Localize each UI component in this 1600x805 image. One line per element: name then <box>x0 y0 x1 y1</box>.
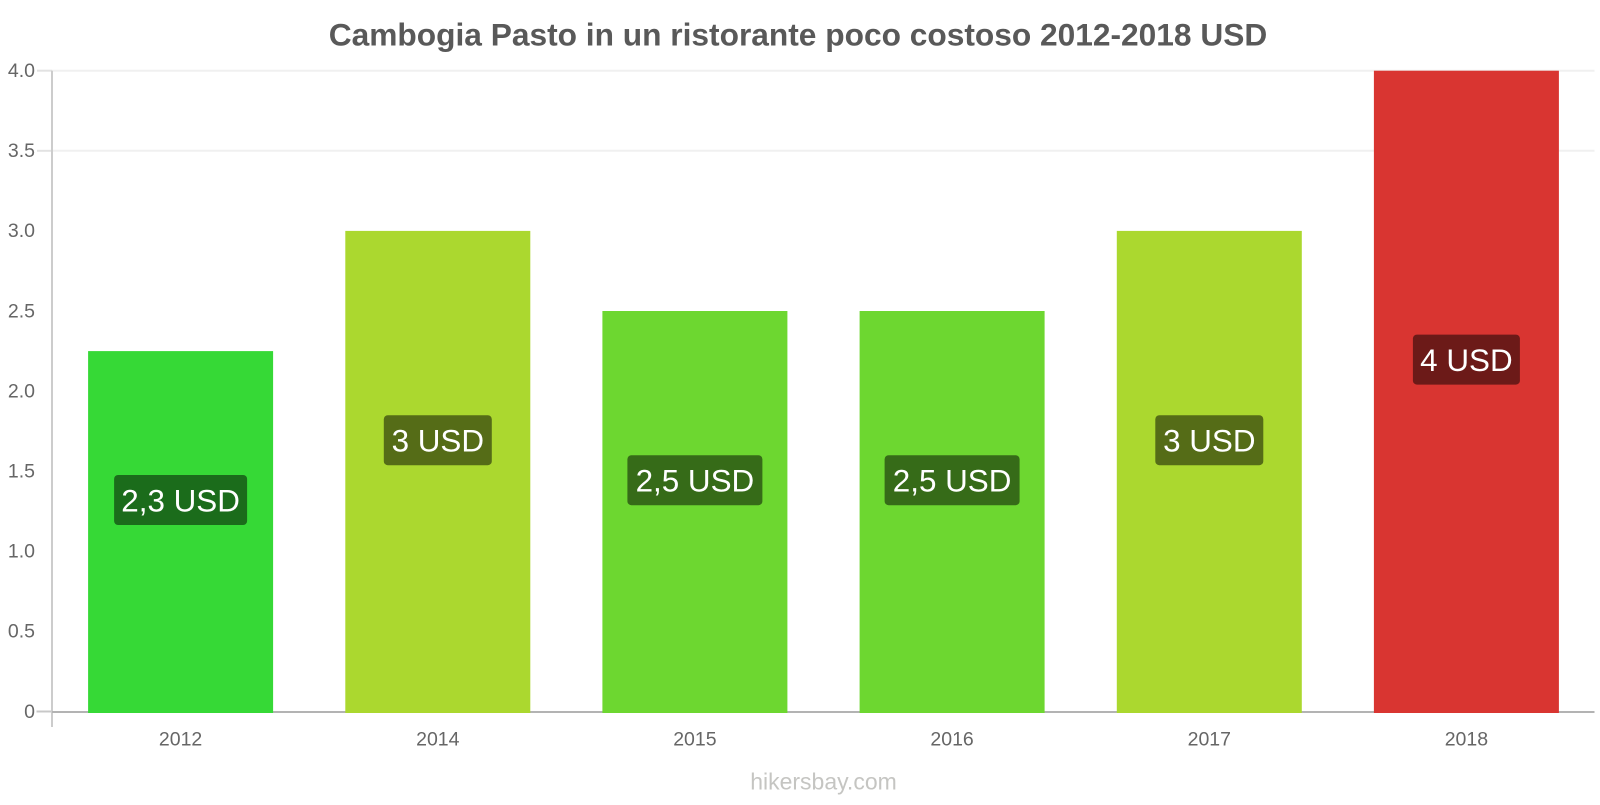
svg-text:2.5: 2.5 <box>8 300 35 322</box>
svg-text:4 USD: 4 USD <box>1420 343 1512 378</box>
svg-text:2,5 USD: 2,5 USD <box>893 464 1012 499</box>
svg-text:3 USD: 3 USD <box>1163 424 1255 459</box>
svg-text:3.5: 3.5 <box>8 140 35 162</box>
svg-text:2015: 2015 <box>673 729 717 751</box>
svg-text:2,5 USD: 2,5 USD <box>636 464 755 499</box>
svg-text:0: 0 <box>24 701 35 723</box>
svg-text:hikersbay.com: hikersbay.com <box>750 769 897 795</box>
svg-text:2012: 2012 <box>159 729 202 751</box>
svg-text:1.5: 1.5 <box>8 461 35 483</box>
svg-text:0.5: 0.5 <box>8 621 35 643</box>
svg-text:2017: 2017 <box>1188 729 1231 751</box>
svg-text:Cambogia Pasto in un ristorant: Cambogia Pasto in un ristorante poco cos… <box>329 16 1268 52</box>
svg-text:2.0: 2.0 <box>8 380 35 402</box>
svg-text:2014: 2014 <box>416 729 460 751</box>
svg-text:4.0: 4.0 <box>8 60 35 82</box>
svg-text:2018: 2018 <box>1445 729 1488 751</box>
svg-text:3.0: 3.0 <box>8 220 35 242</box>
svg-text:2016: 2016 <box>930 729 973 751</box>
svg-text:2,3 USD: 2,3 USD <box>121 484 240 519</box>
svg-text:3 USD: 3 USD <box>392 424 484 459</box>
svg-text:1.0: 1.0 <box>8 541 35 563</box>
